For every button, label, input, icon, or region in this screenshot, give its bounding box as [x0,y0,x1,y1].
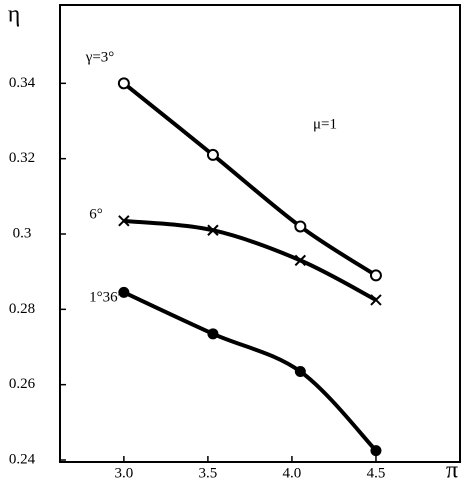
series-line [122,81,378,278]
marker [207,328,219,340]
marker [294,254,307,267]
marker [369,269,382,282]
series-label: γ=3° [85,49,115,65]
y-tick-label: 0.3 [13,225,32,241]
series-label: 1°36′ [89,289,121,305]
y-tick-label: 0.34 [9,75,36,91]
marker [206,148,219,161]
marker [207,224,219,236]
x-tick-label: 3.0 [114,465,133,481]
series-line [123,290,378,452]
marker [294,365,306,377]
y-tick-label: 0.28 [9,301,35,317]
y-tick-label: 0.24 [9,451,36,467]
x-tick-label: 4.5 [367,465,386,481]
y-tick-label: 0.26 [9,376,36,392]
marker [370,445,382,457]
marker [118,215,130,227]
marker [294,220,307,233]
plot-frame [59,4,461,463]
series-line [123,218,377,302]
x-tick-label: 4.0 [283,465,302,481]
marker [370,294,382,306]
annotation: μ=1 [313,116,337,132]
series-label: 6° [89,206,103,222]
x-tick-label: 3.5 [199,465,218,481]
marker [117,77,130,90]
marker [118,286,130,298]
x-axis-label: π [446,458,458,484]
y-axis-label: η [8,2,21,28]
y-tick-label: 0.32 [9,150,35,166]
